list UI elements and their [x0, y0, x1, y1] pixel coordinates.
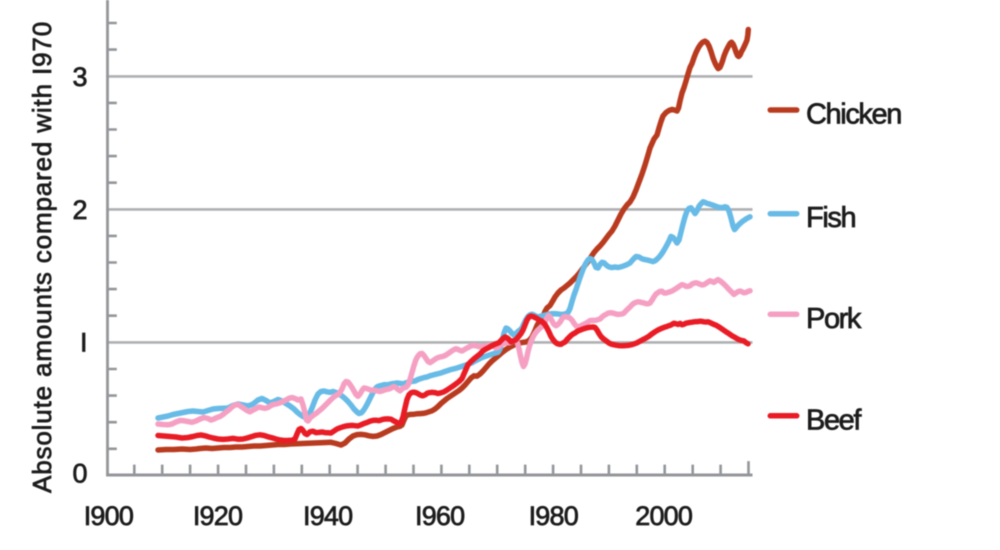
svg-text:3: 3 [72, 62, 87, 92]
svg-text:Fish: Fish [806, 202, 855, 234]
svg-text:I960: I960 [415, 501, 464, 531]
svg-text:Pork: Pork [806, 303, 862, 335]
svg-text:Beef: Beef [806, 404, 862, 436]
svg-text:I940: I940 [303, 501, 352, 531]
svg-text:0: 0 [72, 458, 87, 488]
svg-text:I980: I980 [529, 501, 578, 531]
svg-text:Absolute amounts compared with: Absolute amounts compared with I970 [27, 21, 57, 493]
svg-text:2: 2 [72, 195, 87, 225]
svg-text:Chicken: Chicken [806, 99, 901, 131]
svg-text:2000: 2000 [635, 501, 692, 531]
svg-text:I920: I920 [193, 501, 242, 531]
svg-text:I900: I900 [84, 501, 133, 531]
svg-text:I: I [80, 327, 88, 357]
